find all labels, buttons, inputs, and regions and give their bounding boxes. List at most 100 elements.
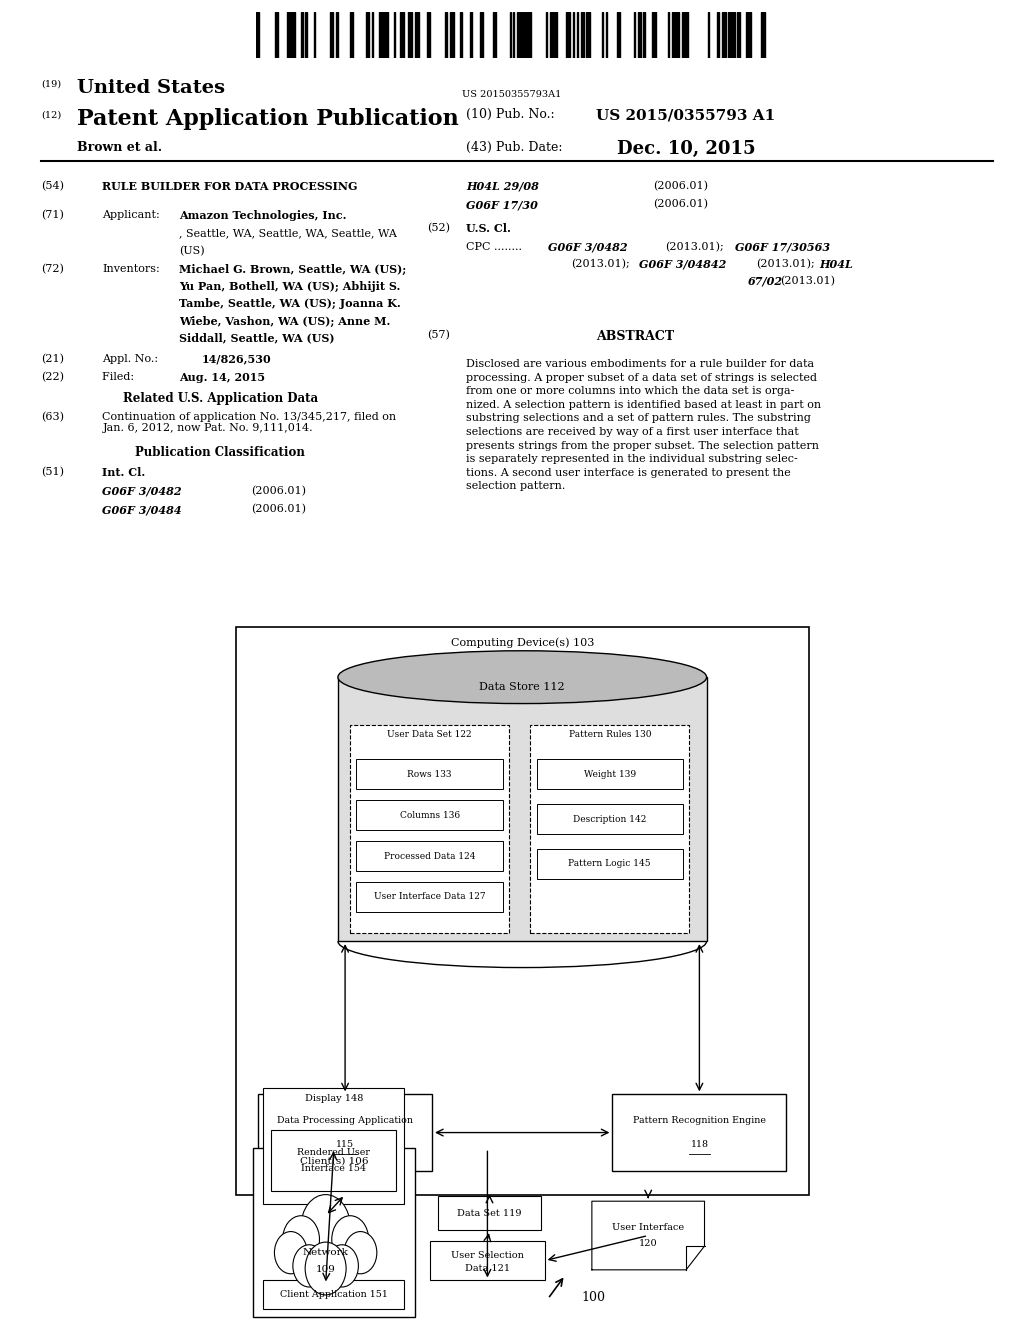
Circle shape [293,1245,326,1287]
Text: , Seattle, WA, Seattle, WA, Seattle, WA: , Seattle, WA, Seattle, WA, Seattle, WA [179,228,397,239]
Bar [737,12,738,58]
Bar [566,12,570,58]
Text: Pattern Logic 145: Pattern Logic 145 [568,859,651,869]
Bar [336,12,338,58]
Bar [521,12,522,58]
Bar [643,12,645,58]
Bar [330,12,333,58]
Text: Amazon Technologies, Inc.: Amazon Technologies, Inc. [179,210,347,220]
Text: (63): (63) [41,412,63,422]
Bar [550,12,553,58]
Text: Data 121: Data 121 [465,1265,510,1272]
Text: H04L 29/08: H04L 29/08 [466,181,539,191]
Text: Rendered User: Rendered User [297,1148,371,1156]
Bar [761,12,765,58]
Bar [338,677,707,941]
Text: US 20150355793A1: US 20150355793A1 [462,90,562,99]
Text: Applicant:: Applicant: [102,210,164,220]
Bar [450,12,454,58]
Bar [301,12,303,58]
FancyBboxPatch shape [253,1148,415,1317]
Text: ABSTRACT: ABSTRACT [596,330,674,343]
Text: (43) Pub. Date:: (43) Pub. Date: [466,141,562,154]
FancyBboxPatch shape [271,1130,396,1191]
Text: Michael G. Brown, Seattle, WA (US);: Michael G. Brown, Seattle, WA (US); [179,264,407,275]
Bar [746,12,751,58]
Text: G06F 3/0482: G06F 3/0482 [548,242,628,252]
Text: (12): (12) [41,111,61,120]
Bar [427,12,430,58]
Text: (22): (22) [41,372,63,383]
Bar [372,12,373,58]
Text: (US): (US) [179,246,205,256]
Text: 14/826,530: 14/826,530 [202,354,271,364]
Bar [470,12,472,58]
Text: Siddall, Seattle, WA (US): Siddall, Seattle, WA (US) [179,333,335,343]
Text: G06F 17/30563: G06F 17/30563 [735,242,830,252]
FancyBboxPatch shape [530,725,689,933]
Text: Processed Data 124: Processed Data 124 [384,851,475,861]
FancyBboxPatch shape [263,1088,404,1204]
Text: Aug. 14, 2015: Aug. 14, 2015 [179,372,265,383]
Bar [275,12,278,58]
FancyBboxPatch shape [350,725,509,933]
Text: G06F 3/04842: G06F 3/04842 [639,259,726,269]
Bar [256,12,259,58]
Text: Pattern Rules 130: Pattern Rules 130 [568,730,651,739]
Bar [717,12,719,58]
Bar [634,12,635,58]
Text: Data Set 119: Data Set 119 [458,1209,521,1217]
Text: RULE BUILDER FOR DATA PROCESSING: RULE BUILDER FOR DATA PROCESSING [102,181,358,191]
Text: G06F 3/0484: G06F 3/0484 [102,504,182,515]
Text: (2006.01): (2006.01) [653,199,709,210]
Text: (57): (57) [427,330,450,341]
Bar [513,12,514,58]
Text: H04L: H04L [819,259,853,269]
FancyBboxPatch shape [612,1094,786,1171]
Bar [554,12,557,58]
Bar [493,12,496,58]
Bar [668,12,669,58]
Text: (2013.01);: (2013.01); [571,259,630,269]
Text: Filed:: Filed: [102,372,156,383]
Bar [722,12,726,58]
Bar [350,12,353,58]
Text: Rows 133: Rows 133 [408,770,452,779]
Text: 100: 100 [582,1291,605,1304]
Text: (71): (71) [41,210,63,220]
Text: Int. Cl.: Int. Cl. [102,467,145,478]
Text: 67/02: 67/02 [748,276,782,286]
Text: User Interface: User Interface [612,1224,684,1232]
Circle shape [344,1232,377,1274]
Text: G06F 17/30: G06F 17/30 [466,199,538,210]
Text: Interface 154: Interface 154 [301,1164,367,1172]
Bar [638,12,641,58]
Text: Client Application 151: Client Application 151 [280,1291,388,1299]
Bar [394,12,395,58]
Text: User Data Set 122: User Data Set 122 [387,730,472,739]
Text: (2006.01): (2006.01) [653,181,709,191]
Text: Appl. No.:: Appl. No.: [102,354,166,364]
Bar [728,12,731,58]
Text: Client(s) 106: Client(s) 106 [300,1156,368,1166]
Text: Wiebe, Vashon, WA (US); Anne M.: Wiebe, Vashon, WA (US); Anne M. [179,315,390,326]
Text: Continuation of application No. 13/345,217, filed on
Jan. 6, 2012, now Pat. No. : Continuation of application No. 13/345,2… [102,412,396,433]
Bar [523,12,526,58]
Text: (10) Pub. No.:: (10) Pub. No.: [466,108,555,121]
Text: (2006.01): (2006.01) [251,486,306,496]
Text: 109: 109 [315,1266,336,1274]
Text: (72): (72) [41,264,63,275]
Text: Patent Application Publication: Patent Application Publication [77,108,459,131]
Text: G06F 3/0482: G06F 3/0482 [102,486,182,496]
Text: Weight 139: Weight 139 [584,770,636,779]
Bar [460,12,462,58]
FancyBboxPatch shape [258,1094,432,1171]
Bar [573,12,574,58]
FancyBboxPatch shape [438,1196,541,1230]
FancyBboxPatch shape [537,804,683,834]
Bar [676,12,679,58]
Bar [480,12,483,58]
Polygon shape [592,1201,705,1270]
Bar [617,12,620,58]
Bar [291,12,295,58]
